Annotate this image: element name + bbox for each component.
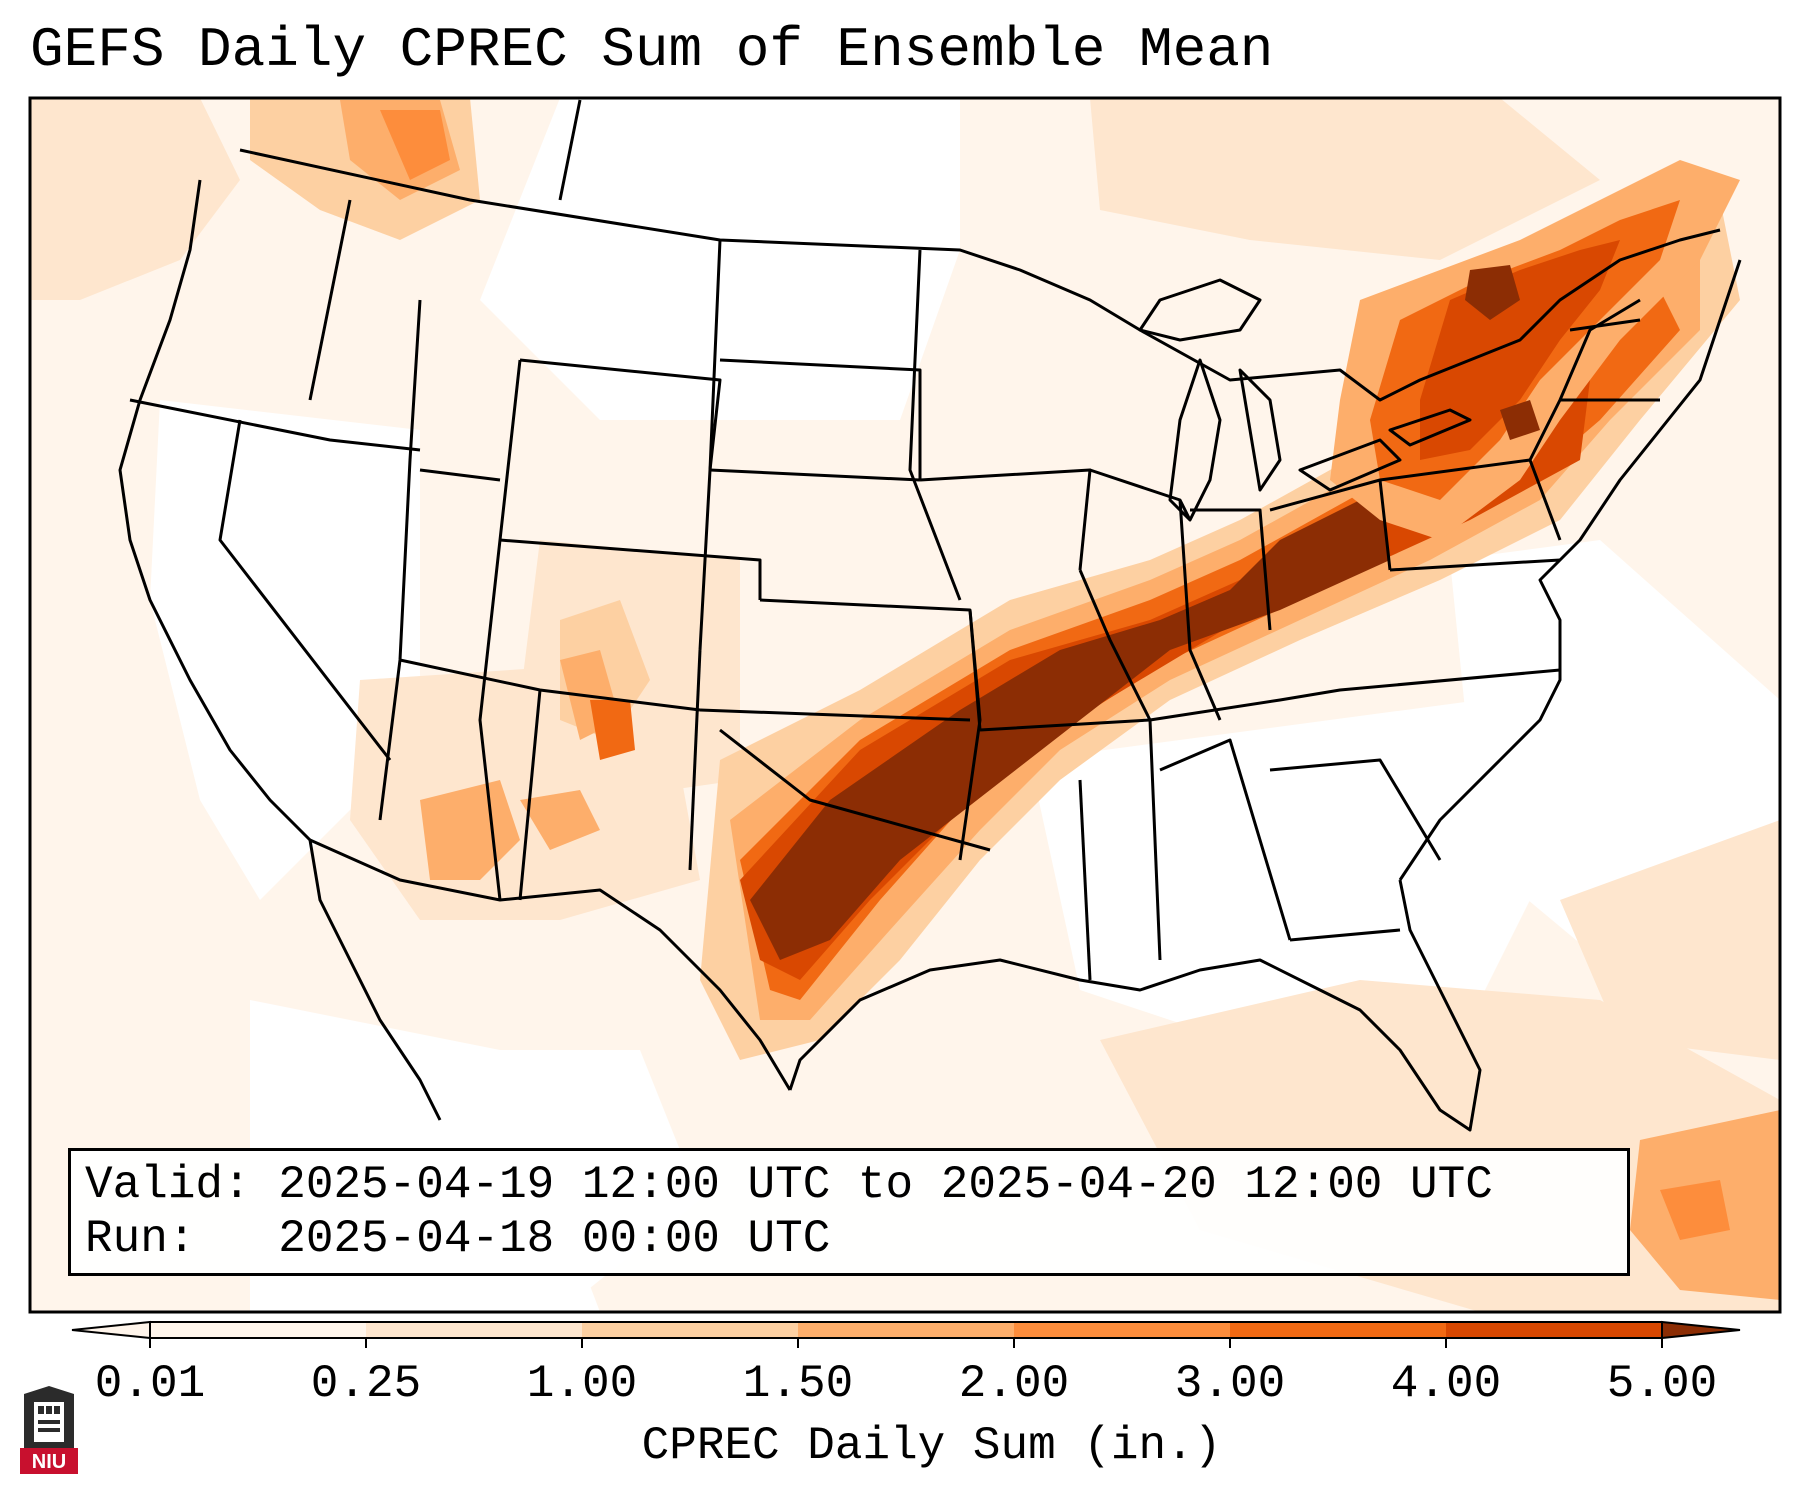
logo-text: NIU <box>32 1451 66 1473</box>
colorbar-outline <box>149 1321 1663 1339</box>
colorbar-tick-label: 5.00 <box>1606 1358 1718 1410</box>
colorbar-tick-label: 1.00 <box>526 1358 638 1410</box>
colorbar-tick-label: 1.50 <box>742 1358 854 1410</box>
colorbar-segment <box>1230 1322 1447 1338</box>
map-title: GEFS Daily CPREC Sum of Ensemble Mean <box>30 18 1274 82</box>
map-frame <box>28 96 1782 1314</box>
colorbar-extend-min <box>71 1320 151 1340</box>
colorbar-segment <box>150 1322 367 1338</box>
valid-time-text: Valid: 2025-04-19 12:00 UTC to 2025-04-2… <box>85 1159 1493 1211</box>
colorbar-segment <box>366 1322 583 1338</box>
niu-logo-icon: NIU <box>20 1386 78 1474</box>
colorbar-tick-label: 0.01 <box>94 1358 206 1410</box>
colorbar-segment <box>1014 1322 1231 1338</box>
colorbar-segment <box>798 1322 1015 1338</box>
colorbar-label: CPREC Daily Sum (in.) <box>641 1420 1222 1472</box>
colorbar-tick-label: 2.00 <box>958 1358 1070 1410</box>
state-boundaries <box>118 99 1742 1132</box>
precip-field <box>30 98 1780 1312</box>
colorbar-tick-label: 0.25 <box>310 1358 422 1410</box>
colorbar-tick-label: 4.00 <box>1390 1358 1502 1410</box>
colorbar-extend-max <box>1661 1320 1741 1340</box>
colorbar <box>71 1320 1741 1348</box>
colorbar-tick-label: 3.00 <box>1174 1358 1286 1410</box>
colorbar-segment <box>582 1322 799 1338</box>
info-box: Valid: 2025-04-19 12:00 UTC to 2025-04-2… <box>68 1148 1630 1276</box>
colorbar-segment <box>1446 1322 1663 1338</box>
run-time-text: Run: 2025-04-18 00:00 UTC <box>85 1213 831 1265</box>
